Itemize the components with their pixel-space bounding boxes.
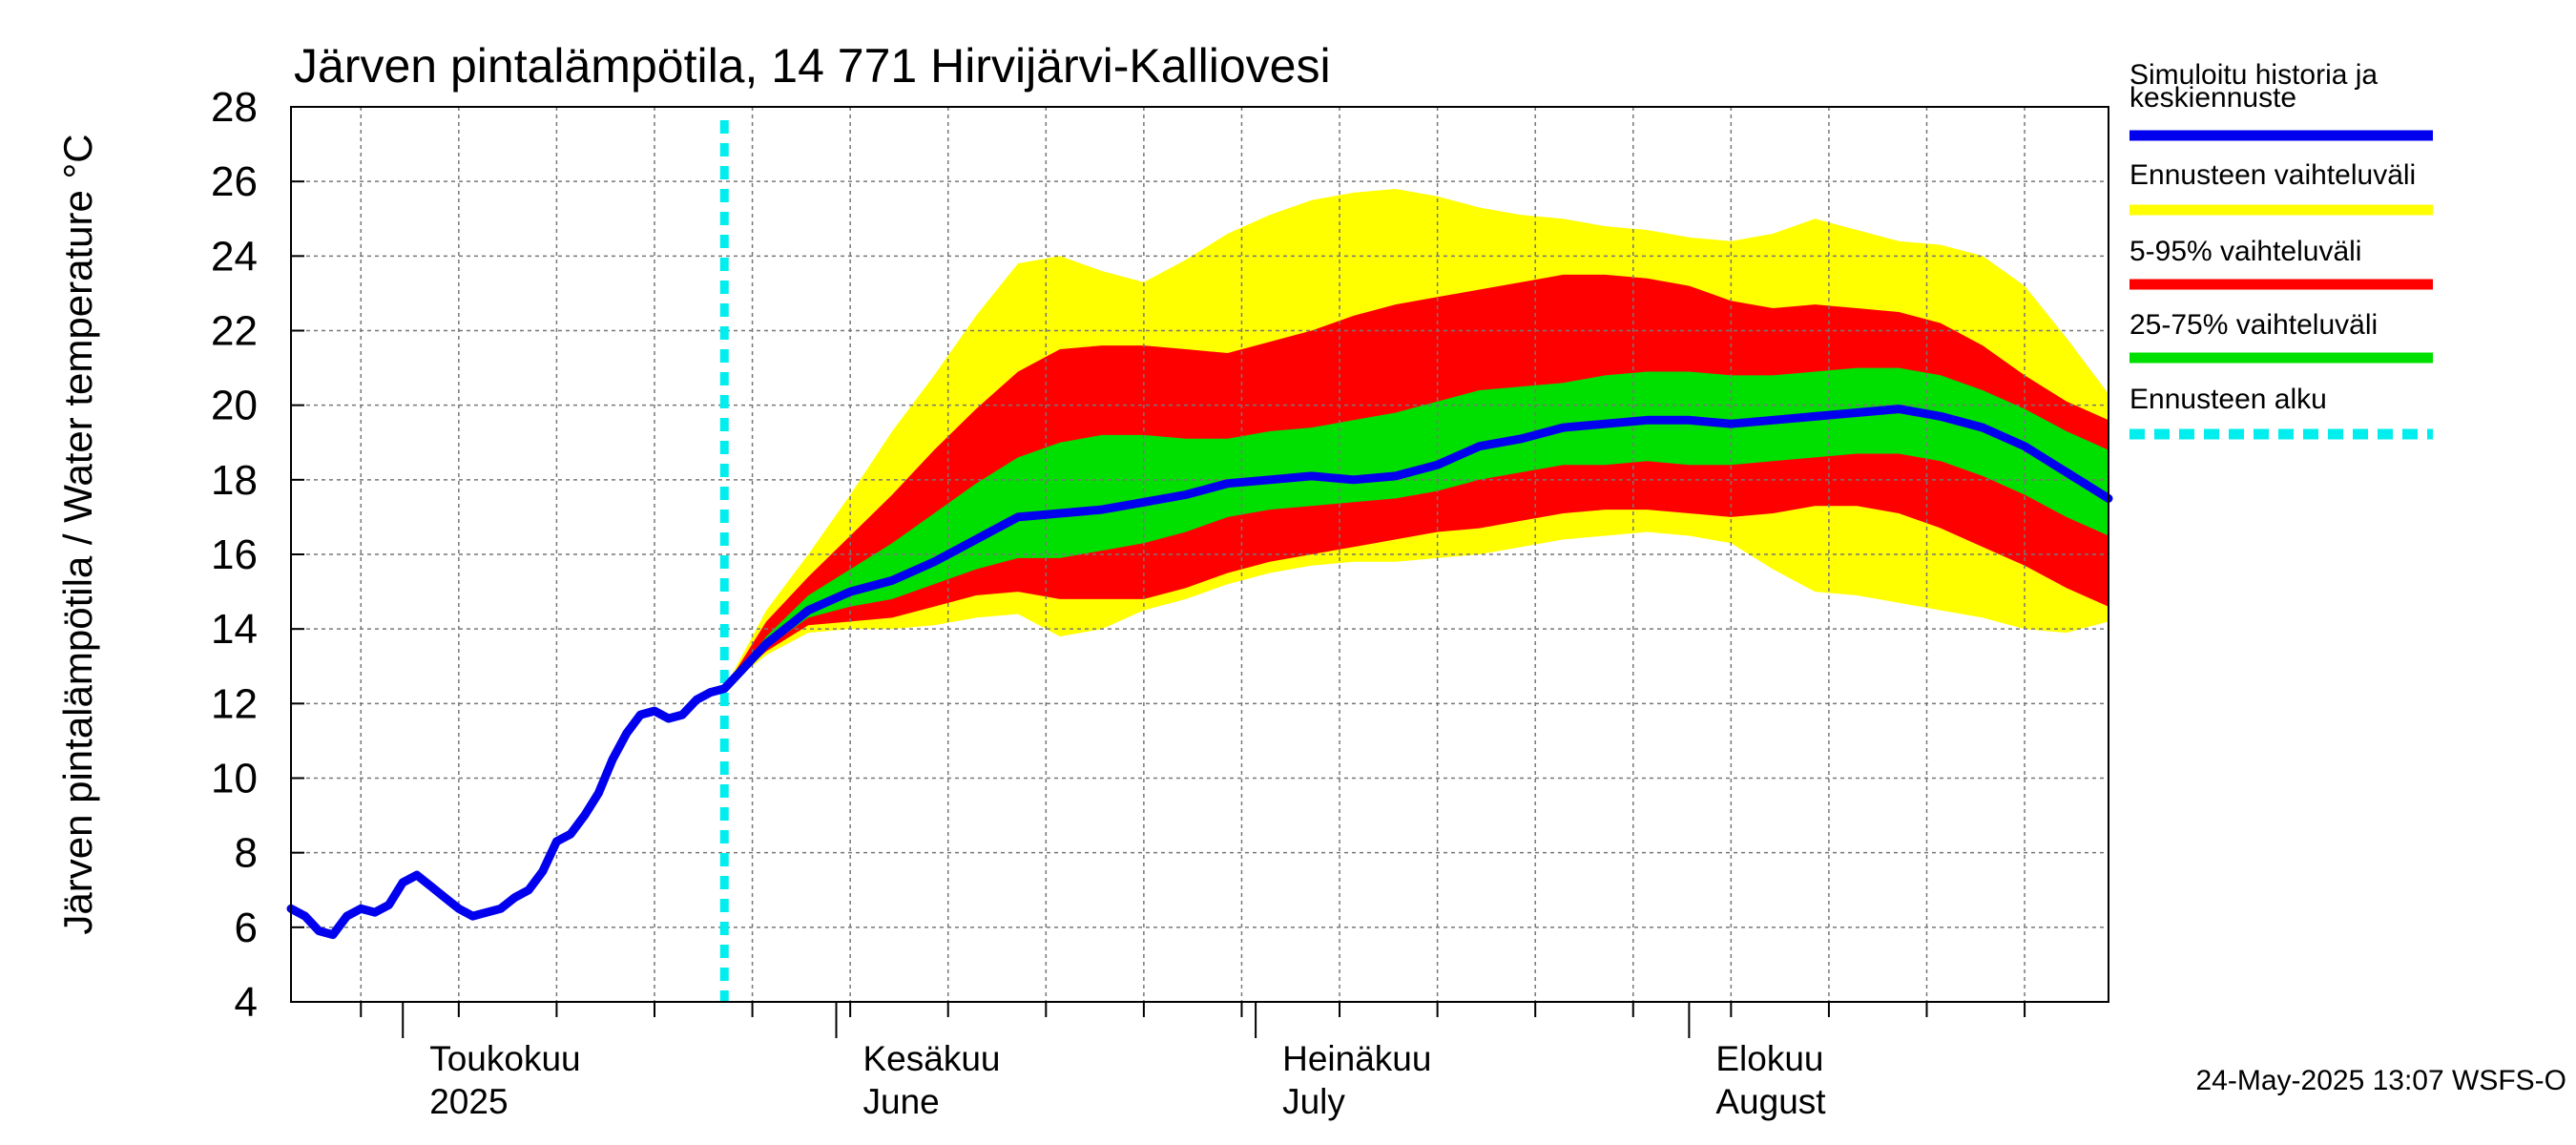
month-label: Toukokuu <box>429 1039 580 1078</box>
series-lines <box>286 120 2113 1002</box>
y-tick-label: 14 <box>211 606 258 653</box>
y-tick-label: 16 <box>211 531 258 578</box>
y-tick-label: 8 <box>235 830 258 877</box>
month-label: Heinäkuu <box>1282 1039 1431 1078</box>
footer-timestamp: 24-May-2025 13:07 WSFS-O <box>2196 1065 2567 1096</box>
legend-label-line2: keskiennuste <box>2129 82 2296 114</box>
legend-label: Ennusteen vaihteluväli <box>2129 159 2416 191</box>
y-tick-label: 6 <box>235 905 258 951</box>
y-tick-label: 22 <box>211 308 258 355</box>
axes: 4 6 8 10 12 14 16 18 20 22 24 26 28 Toukokuu 2025 Kesäk… <box>211 84 2026 1121</box>
y-axis-label: Järven pintalämpötila / Water temperatur… <box>55 134 100 934</box>
chart-title: Järven pintalämpötila, 14 771 Hirvijärvi… <box>294 39 1331 93</box>
y-tick-label: 28 <box>211 84 258 131</box>
month-sublabel: August <box>1715 1082 1826 1121</box>
legend-label: Ennusteen alku <box>2129 384 2327 415</box>
month-label: Kesäkuu <box>863 1039 1001 1078</box>
month-label: Elokuu <box>1715 1039 1823 1078</box>
month-sublabel: 2025 <box>429 1082 508 1121</box>
y-tick-label: 20 <box>211 383 258 429</box>
legend-label: 25-75% vaihteluväli <box>2129 309 2378 341</box>
forecast-bands <box>724 189 2109 689</box>
y-tick-label: 24 <box>211 233 258 280</box>
month-sublabel: June <box>863 1082 940 1121</box>
legend-label: 5-95% vaihteluväli <box>2129 236 2361 267</box>
median-history-line <box>286 405 2113 940</box>
grid <box>291 107 2109 1002</box>
y-tick-label: 12 <box>211 680 258 727</box>
y-tick-label: 10 <box>211 756 258 802</box>
y-tick-label: 26 <box>211 158 258 205</box>
band-25-75 <box>724 367 2109 689</box>
y-tick-label: 4 <box>235 979 258 1026</box>
y-tick-label: 18 <box>211 457 258 504</box>
legend-label: Simuloitu historia ja <box>2129 59 2378 91</box>
month-sublabel: July <box>1282 1082 1345 1121</box>
